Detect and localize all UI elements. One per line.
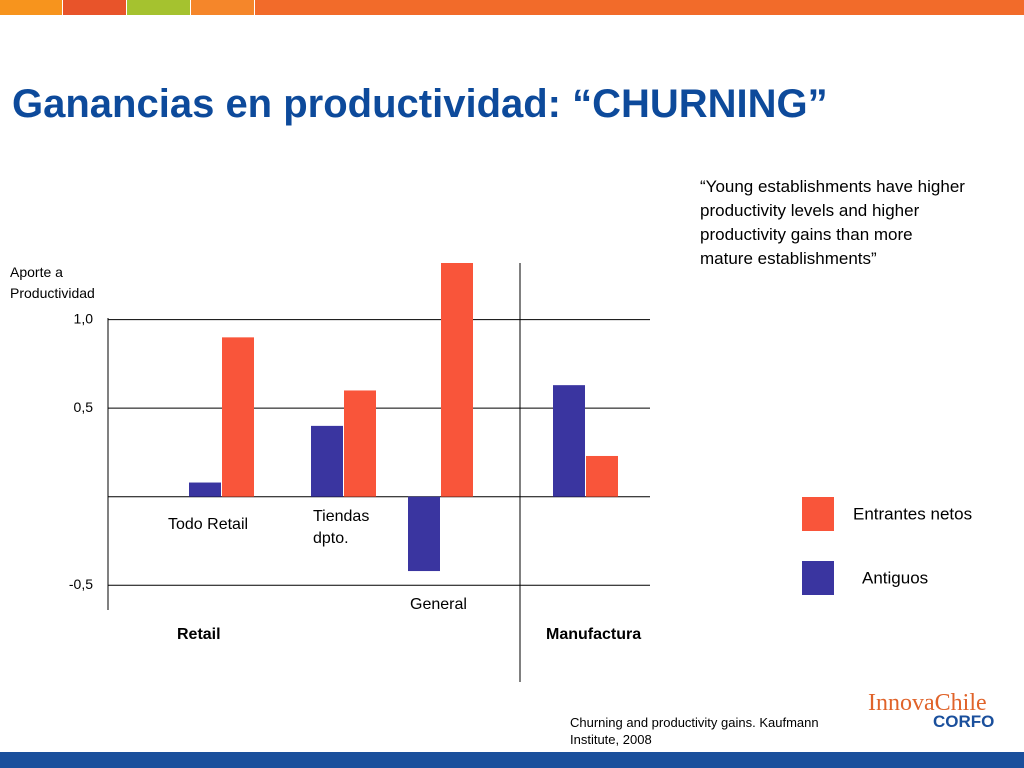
logo-sub: CORFO <box>933 712 995 731</box>
x-tick-label: Tiendas dpto. <box>313 508 370 547</box>
footer-band <box>0 752 1024 768</box>
x-tick-label: General <box>410 596 467 613</box>
quote: “Young establishments have higher produc… <box>700 177 965 268</box>
legend-label: Entrantes netos <box>853 504 972 523</box>
y-tick-label: 1,0 <box>74 310 94 326</box>
legend-swatch <box>802 497 834 531</box>
y-tick-label: 0,5 <box>74 399 94 415</box>
stripe <box>191 0 254 15</box>
bar <box>222 337 254 497</box>
logo: InnovaChile <box>868 690 987 716</box>
y-tick-label: -0,5 <box>69 576 93 592</box>
bar <box>441 263 473 497</box>
legend-label: Antiguos <box>862 568 928 587</box>
stripe <box>255 0 1024 15</box>
bar <box>189 482 221 497</box>
group-label: Manufactura <box>546 626 642 643</box>
stripe <box>127 0 190 15</box>
group-label: Retail <box>177 626 221 643</box>
bar <box>553 385 585 497</box>
stripe <box>63 0 126 15</box>
bar <box>311 425 343 497</box>
x-tick-label: Todo Retail <box>168 516 249 533</box>
bar <box>408 496 440 572</box>
bar <box>344 390 376 497</box>
y-axis-label: Aporte a Productividad <box>10 264 95 301</box>
source: Churning and productivity gains. Kaufman… <box>570 715 819 747</box>
stripe <box>0 0 62 15</box>
title: Ganancias en productividad: “CHURNING” <box>12 82 828 126</box>
legend-swatch <box>802 561 834 595</box>
bar <box>586 455 618 497</box>
